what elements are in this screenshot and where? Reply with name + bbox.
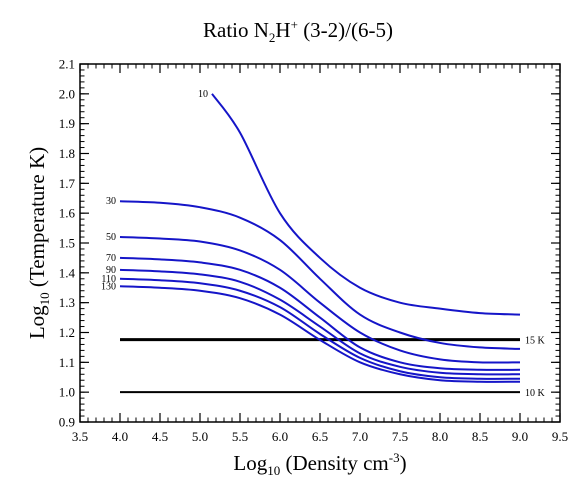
x-tick-label: 9.0 — [512, 429, 528, 444]
title-sup: + — [291, 17, 298, 32]
ylabel-rest: (Temperature K) — [25, 147, 49, 292]
y-tick-label: 1.4 — [59, 265, 76, 280]
ticks-layer: 3.5 4.0 4.5 5.0 5.5 6.0 6.5 7.0 7.5 8.0 8.5 9.0 9.5 0… — [59, 57, 568, 445]
series-label: 110 — [101, 274, 116, 285]
series-label: 30 — [106, 196, 116, 207]
y-tick-label: 1.0 — [59, 385, 75, 400]
title-prefix: Ratio N — [203, 18, 269, 42]
x-axis-label: Log10 (Density cm-3) — [233, 450, 406, 478]
xlabel-main: Log — [233, 451, 267, 475]
y-tick-label: 2.0 — [59, 86, 75, 101]
series-line — [119, 256, 521, 371]
y-tick-label: 1.1 — [59, 355, 75, 370]
series-line — [119, 277, 521, 380]
chart-title: Ratio N2H+ (3-2)/(6-5) — [203, 17, 393, 45]
x-tick-label: 3.5 — [72, 429, 88, 444]
series-line — [119, 236, 521, 364]
y-tick-label: 1.9 — [59, 116, 75, 131]
xlabel-end: ) — [400, 451, 407, 475]
x-tick-label: 4.0 — [112, 429, 128, 444]
x-tick-label: 8.0 — [432, 429, 448, 444]
xlabel-sub: 10 — [267, 463, 280, 478]
x-tick-label: 4.5 — [152, 429, 168, 444]
y-tick-label: 2.1 — [59, 57, 75, 72]
hline-label: 15 K — [525, 336, 546, 347]
series-layer — [119, 93, 521, 383]
series-label: 90 — [106, 265, 116, 276]
x-tick-label: 8.5 — [472, 429, 488, 444]
title-mid: H — [275, 18, 290, 42]
title-suffix: (3-2)/(6-5) — [298, 18, 393, 42]
x-tick-label: 7.0 — [352, 429, 368, 444]
y-tick-label: 1.3 — [59, 295, 75, 310]
y-tick-label: 1.6 — [59, 206, 76, 221]
x-tick-label: 5.0 — [192, 429, 208, 444]
x-tick-label: 5.5 — [232, 429, 248, 444]
x-tick-label: 7.5 — [392, 429, 408, 444]
y-tick-label: 1.5 — [59, 236, 75, 251]
series-line — [119, 268, 521, 376]
y-tick-label: 1.7 — [59, 176, 76, 191]
title-sub: 2 — [269, 30, 276, 45]
series-line — [119, 200, 521, 350]
series-label: 10 — [198, 89, 208, 100]
y-axis-label: Log10 (Temperature K) — [25, 147, 52, 339]
series-label: 70 — [106, 253, 116, 264]
ylabel-sub: 10 — [37, 292, 52, 305]
y-tick-label: 1.8 — [59, 146, 75, 161]
series-label: 50 — [106, 232, 116, 243]
ylabel-main: Log — [25, 305, 49, 339]
hline-label: 10 K — [525, 388, 546, 399]
xlabel-sup: -3 — [389, 450, 400, 465]
series-label: 130 — [101, 281, 116, 292]
series-line — [119, 285, 521, 383]
x-tick-label: 9.5 — [552, 429, 568, 444]
series-line — [211, 93, 521, 316]
x-tick-label: 6.5 — [312, 429, 328, 444]
x-tick-label: 6.0 — [272, 429, 288, 444]
plot-frame — [79, 63, 561, 423]
xlabel-rest: (Density cm — [280, 451, 388, 475]
y-tick-label: 1.2 — [59, 325, 75, 340]
hlines-layer: 15 K 10 K — [120, 336, 546, 399]
y-tick-label: 0.9 — [59, 415, 75, 430]
